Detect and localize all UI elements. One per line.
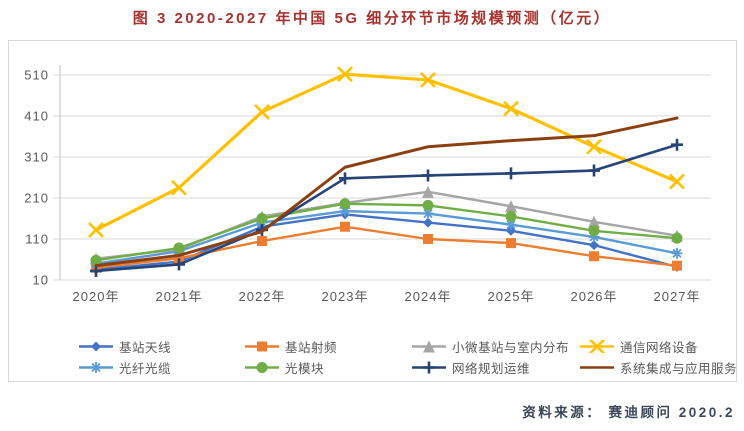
legend-marker-icon [245, 361, 279, 373]
svg-text:2025年: 2025年 [488, 289, 535, 304]
legend-label: 光模块 [285, 361, 325, 376]
legend-label: 基站天线 [119, 340, 172, 355]
svg-text:2022年: 2022年 [239, 289, 286, 304]
svg-text:2026年: 2026年 [571, 289, 618, 304]
legend-marker-icon [412, 361, 446, 373]
source-note: 资料来源： 赛迪顾问 2020.2 [522, 405, 735, 420]
legend-marker-icon [580, 339, 614, 353]
legend-item: 基站射频 [244, 339, 338, 355]
legend-item: 基站天线 [78, 339, 172, 355]
svg-text:110: 110 [25, 232, 49, 247]
legend-marker-icon [580, 365, 614, 369]
legend-label: 网络规划运维 [452, 361, 531, 376]
svg-text:2024年: 2024年 [405, 289, 452, 304]
legend-item: 光模块 [244, 360, 325, 376]
legend-label: 小微基站与室内分布 [452, 340, 570, 355]
legend-item: 通信网络设备 [579, 339, 699, 355]
legend-label: 系统集成与应用服务 [620, 361, 738, 376]
svg-text:2023年: 2023年 [322, 289, 369, 304]
chart-area: 10 110 210 310 410 510 2020年 2021年 2022年 2023年 202… [8, 40, 737, 382]
line-chart: 10 110 210 310 410 510 2020年 2021年 2022年 2023年 202… [24, 65, 711, 304]
svg-text:10: 10 [33, 273, 49, 288]
svg-text:2021年: 2021年 [156, 289, 203, 304]
svg-text:210: 210 [24, 191, 49, 206]
svg-text:410: 410 [24, 109, 49, 124]
legend-marker-icon [79, 361, 113, 373]
legend-item: 系统集成与应用服务 [579, 360, 738, 376]
legend-label: 基站射频 [285, 340, 338, 355]
svg-text:2027年: 2027年 [654, 289, 701, 304]
legend-label: 通信网络设备 [620, 340, 699, 355]
legend-marker-icon [245, 341, 279, 351]
legend-item: 光纤光缆 [78, 360, 172, 376]
legend-marker-icon [79, 341, 113, 351]
svg-text:2020年: 2020年 [73, 289, 120, 304]
svg-text:510: 510 [24, 68, 49, 83]
chart-title: 图 3 2020-2027 年中国 5G 细分环节市场规模预测（亿元） [132, 10, 612, 27]
legend-item: 网络规划运维 [411, 360, 531, 376]
legend-item: 小微基站与室内分布 [411, 339, 570, 355]
svg-text:310: 310 [24, 150, 49, 165]
legend-marker-icon [412, 340, 446, 352]
legend-label: 光纤光缆 [119, 361, 172, 376]
